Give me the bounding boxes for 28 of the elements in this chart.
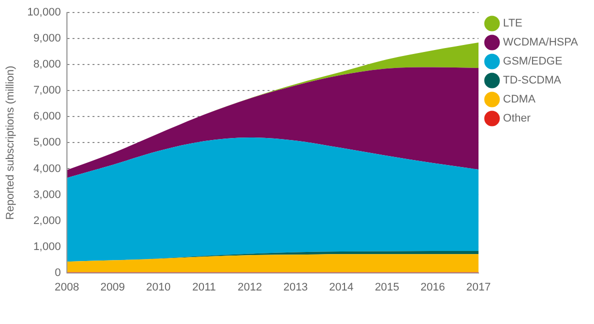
x-tick-label: 2013	[283, 281, 308, 294]
legend-label: WCDMA/HSPA	[503, 36, 579, 49]
x-tick-label: 2015	[374, 281, 400, 294]
x-tick-label: 2009	[100, 281, 125, 294]
x-tick-label: 2010	[146, 281, 171, 294]
y-tick-label: 1,000	[33, 240, 61, 253]
y-tick-label: 8,000	[33, 58, 61, 71]
y-tick-label: 6,000	[33, 110, 61, 123]
x-tick-label: 2016	[420, 281, 446, 294]
x-tick-label: 2011	[192, 281, 216, 294]
y-tick-label: 4,000	[33, 162, 61, 175]
x-tick-label: 2014	[329, 281, 354, 294]
x-tick-label: 2017	[466, 281, 491, 294]
y-tick-label: 10,000	[27, 6, 61, 19]
legend-label: LTE	[503, 18, 522, 30]
legend-label: CDMA	[503, 94, 536, 106]
y-axis-title: Reported subscriptions (million)	[4, 66, 17, 220]
legend-label: GSM/EDGE	[503, 56, 562, 68]
x-tick-label: 2008	[54, 281, 80, 294]
y-tick-label: 2,000	[33, 214, 61, 227]
y-tick-label: 9,000	[33, 32, 61, 45]
legend-label: Other	[503, 112, 531, 125]
y-tick-label: 3,000	[33, 188, 61, 201]
legend-label: TD-SCDMA	[503, 74, 562, 87]
y-tick-label: 5,000	[33, 136, 61, 149]
y-tick-label: 7,000	[33, 84, 61, 97]
x-tick-label: 2012	[238, 281, 262, 294]
y-tick-label: 0	[54, 266, 61, 279]
